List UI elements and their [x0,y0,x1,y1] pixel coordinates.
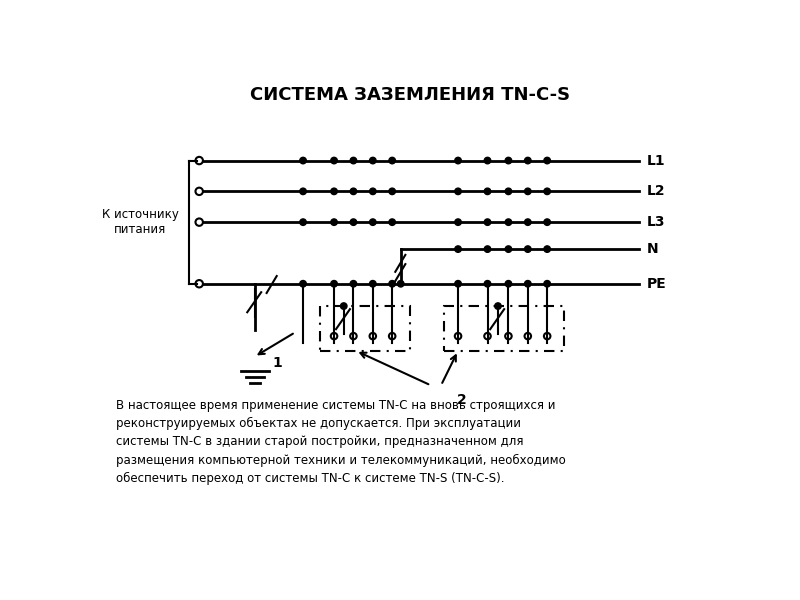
Circle shape [300,281,306,287]
Circle shape [389,281,395,287]
Text: 1: 1 [272,356,282,370]
Circle shape [484,281,490,287]
Circle shape [330,157,338,164]
Text: СИСТЕМА ЗАЗЕМЛЕНИЯ TN-C-S: СИСТЕМА ЗАЗЕМЛЕНИЯ TN-C-S [250,86,570,104]
Circle shape [389,188,395,194]
Circle shape [484,157,490,164]
Circle shape [389,219,395,226]
Circle shape [370,281,376,287]
Text: К источнику
питания: К источнику питания [102,208,178,236]
Circle shape [505,281,512,287]
Circle shape [525,157,531,164]
Circle shape [505,219,512,226]
Circle shape [544,246,550,253]
Circle shape [300,188,306,194]
Circle shape [544,281,550,287]
Circle shape [454,188,462,194]
Circle shape [350,219,357,226]
Circle shape [505,246,512,253]
Circle shape [330,281,338,287]
Circle shape [454,246,462,253]
Circle shape [350,281,357,287]
Circle shape [544,188,550,194]
Circle shape [505,157,512,164]
Circle shape [505,188,512,194]
Circle shape [454,281,462,287]
Circle shape [330,219,338,226]
Circle shape [484,188,490,194]
Circle shape [494,303,502,310]
Circle shape [544,219,550,226]
Circle shape [300,219,306,226]
Text: L1: L1 [646,154,665,167]
Circle shape [484,246,490,253]
Circle shape [389,157,395,164]
Circle shape [330,188,338,194]
Circle shape [544,157,550,164]
Circle shape [525,219,531,226]
Circle shape [350,157,357,164]
Circle shape [525,188,531,194]
Circle shape [370,219,376,226]
Text: L2: L2 [646,184,665,199]
Circle shape [370,157,376,164]
Text: В настоящее время применение системы TN-C на вновь строящихся и
реконструируемых: В настоящее время применение системы TN-… [115,399,566,485]
Circle shape [525,281,531,287]
Circle shape [454,157,462,164]
Circle shape [398,281,404,287]
Circle shape [525,246,531,253]
Text: L3: L3 [646,215,665,229]
Circle shape [454,219,462,226]
Circle shape [341,303,347,310]
Bar [444,306,564,351]
Text: PE: PE [646,277,666,291]
Circle shape [484,219,490,226]
Circle shape [350,188,357,194]
Circle shape [300,157,306,164]
Text: N: N [646,242,658,256]
Text: 2: 2 [457,393,467,407]
Bar [320,306,410,351]
Circle shape [370,188,376,194]
